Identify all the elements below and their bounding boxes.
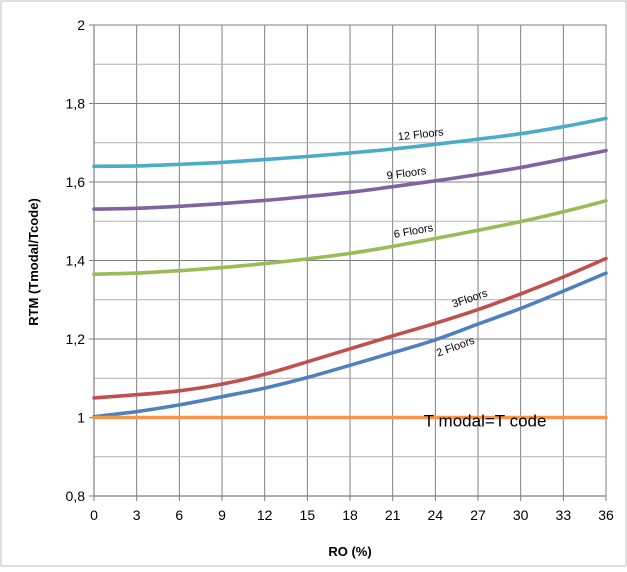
x-tick-label: 30 <box>513 507 529 523</box>
series-label-9-floors: 9 Floors <box>386 165 427 182</box>
x-tick-label: 36 <box>598 507 614 523</box>
series-label-12-floors: 12 Floors <box>397 126 444 143</box>
series-lines <box>92 116 608 420</box>
y-tick-label: 1 <box>77 410 85 426</box>
x-tick-label: 0 <box>90 507 98 523</box>
x-tick-label: 6 <box>175 507 183 523</box>
series-line-12-floors <box>92 116 608 169</box>
x-tick-label: 33 <box>556 507 572 523</box>
y-tick-label: 0,8 <box>66 488 86 504</box>
y-axis-title: RTM (Tmodal/Tcode) <box>26 198 41 326</box>
tick-labels: 0,811,21,41,61,820 3 6 9 12 15 18 21 24 27 30 33 36 <box>66 17 614 523</box>
x-tick-label: 18 <box>342 507 358 523</box>
x-tick-label: 27 <box>470 507 486 523</box>
series-label-t-modal-t-code: T modal=T code <box>424 412 547 431</box>
y-tick-label: 1,2 <box>66 331 86 347</box>
x-tick-label: 3 <box>133 507 141 523</box>
x-tick-label: 9 <box>218 507 226 523</box>
series-line-6-floors <box>92 199 608 276</box>
y-tick-label: 1,8 <box>66 96 86 112</box>
x-tick-label: 12 <box>257 507 273 523</box>
x-axis-title: RO (%) <box>328 544 371 559</box>
x-tick-label: 15 <box>300 507 316 523</box>
series-line-3floors <box>92 256 608 400</box>
x-tick-label: 21 <box>385 507 401 523</box>
y-tick-label: 1,6 <box>66 174 86 190</box>
series-line-2-floors <box>92 271 608 419</box>
x-tick-label: 24 <box>428 507 444 523</box>
y-tick-label: 1,4 <box>66 253 86 269</box>
series-line-9-floors <box>92 148 608 211</box>
y-tick-label: 2 <box>77 17 85 33</box>
